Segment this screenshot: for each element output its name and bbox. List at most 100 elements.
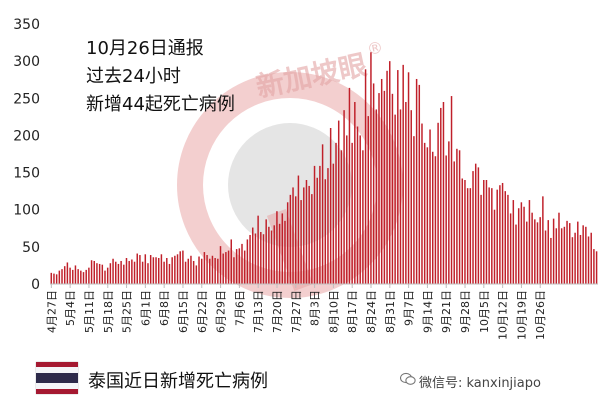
- bar: [536, 222, 539, 284]
- bar: [66, 262, 69, 284]
- bar: [531, 212, 533, 284]
- bar: [563, 226, 566, 284]
- bar: [491, 188, 493, 284]
- bar: [225, 252, 227, 284]
- bar: [203, 252, 206, 284]
- bar: [332, 163, 335, 284]
- bar: [423, 142, 426, 284]
- footer-chart-title: 泰国近日新增死亡病例: [88, 371, 268, 392]
- bar: [82, 272, 85, 284]
- x-tick-label: 7月6日: [233, 290, 246, 326]
- bar: [375, 109, 378, 285]
- bar: [362, 150, 364, 284]
- bar: [405, 102, 407, 284]
- bar: [483, 180, 485, 284]
- bar: [534, 219, 536, 284]
- bar: [485, 180, 488, 284]
- x-tick-label: 8月17日: [346, 290, 359, 333]
- bar: [574, 232, 576, 284]
- bar: [125, 258, 128, 284]
- bar: [509, 213, 512, 284]
- flag-stripe: [36, 383, 78, 389]
- bar: [104, 270, 106, 284]
- bar: [515, 224, 517, 284]
- x-tick-label: 10月12日: [497, 290, 510, 340]
- y-tick-label: 0: [31, 277, 40, 293]
- x-tick-label: 9月21日: [440, 290, 453, 333]
- bar: [321, 144, 324, 284]
- bar: [413, 136, 415, 284]
- bar: [112, 258, 114, 284]
- bar: [252, 227, 254, 284]
- x-tick-label: 10月19日: [515, 290, 528, 340]
- bar: [273, 225, 275, 284]
- bar: [327, 168, 329, 284]
- bar: [319, 165, 321, 284]
- bar: [233, 257, 235, 284]
- bar: [80, 270, 82, 284]
- bar: [480, 194, 482, 284]
- bar: [227, 250, 230, 284]
- bar: [278, 223, 281, 284]
- bar: [477, 167, 480, 284]
- y-tick-label: 250: [13, 91, 40, 107]
- bar: [313, 165, 316, 284]
- bar: [281, 213, 284, 284]
- bar: [469, 188, 472, 284]
- watermark-registered-mark: ®: [365, 37, 385, 59]
- bar: [61, 269, 63, 284]
- bar: [555, 228, 558, 284]
- bar: [55, 274, 58, 284]
- bar: [235, 249, 238, 284]
- x-tick-label: 6月15日: [177, 290, 190, 333]
- bar: [466, 188, 469, 284]
- bar: [386, 70, 388, 284]
- bar: [230, 239, 232, 284]
- flag-stripe: [36, 372, 78, 384]
- bar: [593, 249, 595, 284]
- x-tick-label: 10月5日: [478, 290, 491, 333]
- x-tick-label: 9月14日: [421, 290, 434, 333]
- bar: [579, 234, 582, 284]
- bar: [370, 52, 372, 285]
- bar: [571, 237, 574, 284]
- bar: [461, 178, 464, 284]
- bar: [219, 246, 222, 284]
- y-tick-label: 300: [13, 54, 40, 70]
- bar: [141, 261, 144, 284]
- bar: [246, 239, 249, 284]
- bar: [166, 258, 168, 284]
- bar: [289, 194, 292, 284]
- annotation-line-period: 过去24小时: [86, 66, 181, 87]
- bar: [372, 83, 375, 285]
- x-tick-label: 7月20日: [271, 290, 284, 333]
- bar: [311, 194, 313, 284]
- bar: [96, 263, 98, 284]
- bar: [292, 187, 294, 284]
- bar: [547, 220, 549, 284]
- bar: [499, 185, 501, 284]
- bar: [109, 263, 112, 284]
- bar: [539, 217, 541, 284]
- bar: [276, 211, 278, 284]
- bar: [69, 267, 71, 284]
- bar: [160, 254, 163, 284]
- bar: [399, 109, 402, 285]
- bar: [418, 84, 421, 284]
- wechat-icon: [400, 372, 416, 385]
- bar: [356, 126, 359, 284]
- bar: [528, 200, 531, 284]
- bar: [53, 273, 55, 284]
- bar: [348, 87, 351, 284]
- thailand-flag-icon: [36, 362, 78, 394]
- bar: [560, 228, 563, 284]
- bar: [380, 78, 383, 284]
- bar: [144, 254, 147, 284]
- bar: [209, 258, 211, 284]
- x-tick-label: 9月28日: [459, 290, 472, 333]
- bar: [106, 267, 109, 284]
- bar: [128, 260, 130, 284]
- bar: [426, 147, 429, 284]
- bar: [354, 102, 356, 284]
